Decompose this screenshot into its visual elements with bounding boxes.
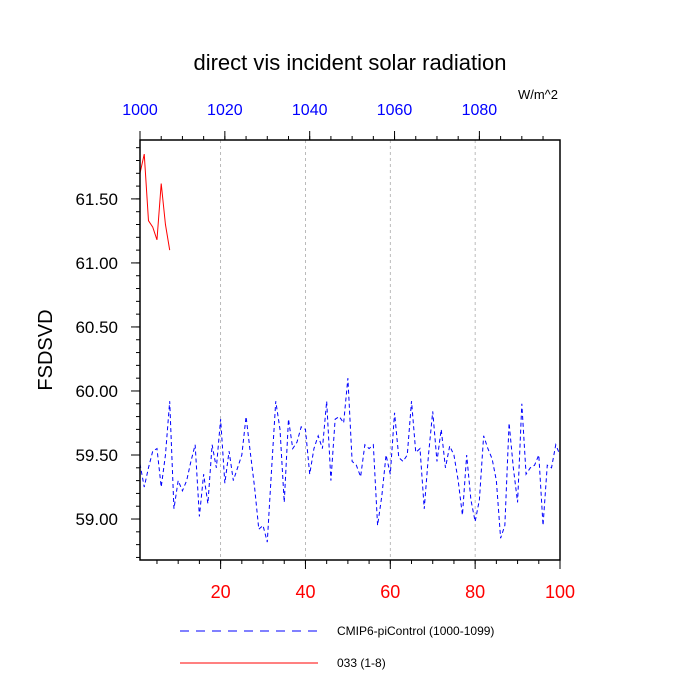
top-tick-label: 1040 bbox=[292, 102, 328, 119]
plot-frame bbox=[139, 139, 561, 561]
y-tick-label: 59.50 bbox=[75, 446, 118, 465]
top-tick-label: 1060 bbox=[377, 102, 413, 119]
x-tick-label: 80 bbox=[465, 582, 485, 602]
y-axis-label: FSDSVD bbox=[35, 309, 57, 390]
series-layer bbox=[139, 153, 561, 543]
legend: CMIP6-piControl (1000-1099) 033 (1-8) bbox=[180, 624, 494, 670]
chart-title: direct vis incident solar radiation bbox=[193, 50, 506, 75]
units-label: W/m^2 bbox=[518, 87, 558, 102]
top-tick-label: 1020 bbox=[207, 102, 243, 119]
x-tick-label: 20 bbox=[211, 582, 231, 602]
legend-label-033: 033 (1-8) bbox=[337, 656, 386, 670]
y-tick-label: 61.50 bbox=[75, 190, 118, 209]
legend-label-cmip6: CMIP6-piControl (1000-1099) bbox=[337, 624, 494, 638]
series-line-cmip6 bbox=[139, 378, 561, 543]
axes: 20 40 60 80 100 1000 1020 1040 1060 1080 59.00 59.5… bbox=[75, 102, 575, 602]
x-tick-label: 60 bbox=[380, 582, 400, 602]
y-tick-label: 60.50 bbox=[75, 318, 118, 337]
grid bbox=[220, 140, 476, 560]
x-tick-label: 40 bbox=[295, 582, 315, 602]
y-tick-label: 60.00 bbox=[75, 382, 118, 401]
series-line-033 bbox=[139, 153, 171, 251]
top-tick-label: 1000 bbox=[122, 102, 158, 119]
top-tick-label: 1080 bbox=[462, 102, 498, 119]
y-tick-label: 59.00 bbox=[75, 510, 118, 529]
y-tick-label: 61.00 bbox=[75, 254, 118, 273]
x-tick-label: 100 bbox=[545, 582, 575, 602]
